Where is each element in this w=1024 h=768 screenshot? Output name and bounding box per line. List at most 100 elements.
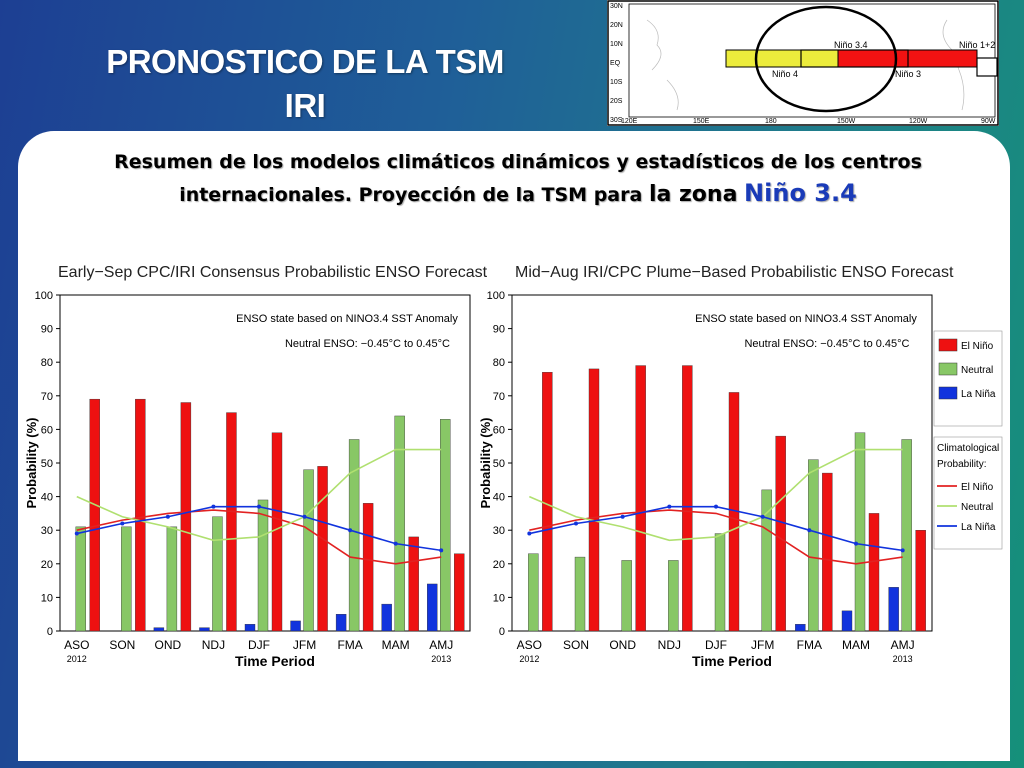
legend-clim-box: [933, 436, 1003, 550]
map-lat-label: 30S: [610, 117, 623, 124]
bar-la-nina: [335, 614, 347, 632]
chart-annotation-1: ENSO state based on NINO3.4 SST Anomaly: [695, 313, 917, 325]
bar-neutral: [121, 526, 132, 632]
y-tick-label: 100: [35, 290, 53, 302]
y-tick-label: 90: [493, 324, 505, 336]
x-end-year: 2013: [893, 654, 913, 664]
x-start-year: 2012: [519, 654, 539, 664]
nino34-highlight-circle: [754, 5, 898, 113]
bar-neutral: [714, 533, 726, 632]
climatology-point: [439, 548, 444, 553]
y-tick-label: 20: [41, 559, 53, 571]
y-tick-label: 70: [493, 391, 505, 403]
legend-swatch: [938, 386, 958, 400]
map-lon-label: 150W: [837, 118, 856, 125]
chart-annotation-2: Neutral ENSO: −0.45°C to 0.45°C: [285, 338, 450, 350]
x-tick-label: NDJ: [658, 638, 681, 652]
y-tick-label: 80: [41, 357, 53, 369]
x-end-year: 2013: [431, 654, 451, 664]
y-tick-label: 90: [41, 324, 53, 336]
x-tick-label: FMA: [337, 638, 362, 652]
climatology-point: [348, 528, 353, 533]
chart-1: Early−Sep CPC/IRI Consensus Probabilisti…: [24, 264, 488, 669]
y-tick-label: 10: [493, 592, 505, 604]
legend-clim-label: El Niño: [961, 482, 994, 493]
y-tick-label: 50: [41, 458, 53, 470]
map-lon-label: 120E: [621, 118, 638, 125]
x-tick-label: OND: [155, 638, 182, 652]
y-axis-label: Probability (%): [478, 417, 493, 508]
x-tick-label: AMJ: [891, 638, 915, 652]
subtitle-line1: Resumen de los modelos climáticos dinámi…: [114, 151, 922, 173]
y-tick-label: 70: [41, 391, 53, 403]
climatology-point: [302, 514, 307, 519]
bar-el-nino: [362, 503, 374, 632]
bar-el-nino: [226, 412, 237, 632]
bar-neutral: [166, 526, 178, 632]
map-lat-label: EQ: [610, 60, 621, 67]
bar-neutral: [808, 459, 819, 632]
legend-clim-label: La Niña: [961, 522, 996, 533]
bar-el-nino: [180, 402, 192, 632]
content-panel: Resumen de los modelos climáticos dinámi…: [18, 131, 1010, 761]
climatology-point: [393, 541, 398, 546]
climatology-point: [74, 531, 79, 536]
bar-neutral: [212, 516, 223, 632]
x-tick-label: NDJ: [202, 638, 225, 652]
y-tick-label: 40: [493, 492, 505, 504]
legend-swatch: [938, 362, 958, 376]
bar-el-nino: [822, 472, 833, 632]
y-tick-label: 60: [493, 424, 505, 436]
chart-title: Early−Sep CPC/IRI Consensus Probabilisti…: [58, 264, 488, 281]
climatology-point: [807, 528, 812, 533]
legend-label: Neutral: [961, 365, 993, 376]
legend-clim-title-1: Climatological: [937, 443, 999, 454]
slide-subtitle: Resumen de los modelos climáticos dinámi…: [68, 147, 968, 211]
bar-neutral: [621, 560, 632, 632]
bar-neutral: [854, 432, 866, 632]
climatology-line-el-nino: [529, 509, 903, 565]
bar-el-nino: [408, 536, 419, 632]
bar-el-nino: [135, 398, 146, 632]
map-lat-label: 30N: [610, 3, 623, 10]
climatology-point: [165, 514, 170, 519]
bar-el-nino: [588, 368, 600, 632]
bar-la-nina: [153, 627, 165, 632]
climatology-line-el-nino: [76, 509, 442, 565]
legend-clim-label: Neutral: [961, 502, 993, 513]
bar-la-nina: [381, 603, 392, 632]
y-tick-label: 0: [47, 626, 53, 638]
x-tick-label: SON: [109, 638, 135, 652]
bar-el-nino: [635, 365, 646, 632]
climatology-point: [900, 548, 905, 553]
subtitle-text: internacionales. Proyección de la TSM pa…: [179, 184, 643, 206]
bar-neutral: [761, 489, 772, 632]
slide-title-line1: PRONOSTICO DE LA TSM: [106, 43, 504, 80]
bar-neutral: [440, 419, 451, 632]
chart-2: Mid−Aug IRI/CPC Plume−Based Probabilisti…: [478, 264, 1003, 669]
subtitle-zone-word: la zona: [648, 182, 738, 207]
map-lon-label: 180: [765, 118, 777, 125]
nino-regions-map: 30N 20N 10N EQ 10S 20S 30S 120E 150E 180 150W 120W…: [607, 0, 999, 126]
enso-charts: Early−Sep CPC/IRI Consensus Probabilisti…: [24, 264, 1003, 669]
climatology-line-neutral: [529, 448, 903, 542]
chart-annotation-2: Neutral ENSO: −0.45°C to 0.45°C: [744, 338, 909, 350]
bar-neutral: [901, 439, 912, 632]
map-label-nino4: Niño 4: [772, 69, 798, 79]
map-lat-label: 10N: [610, 41, 623, 48]
bar-neutral: [348, 439, 360, 632]
bar-el-nino: [868, 513, 880, 632]
x-tick-label: ASO: [517, 638, 542, 652]
legend-clim-title-2: Probability:: [937, 459, 986, 470]
y-tick-label: 30: [41, 525, 53, 537]
climatology-line-neutral: [76, 448, 442, 542]
climatology-point: [574, 521, 578, 526]
bar-la-nina: [841, 610, 853, 632]
nino4-region: [725, 49, 839, 68]
map-label-nino12: Niño 1+2: [959, 40, 995, 50]
nino34-region: [800, 49, 909, 68]
y-tick-label: 20: [493, 559, 505, 571]
x-tick-label: JFM: [293, 638, 316, 652]
x-tick-label: ASO: [64, 638, 89, 652]
bar-neutral: [257, 499, 269, 632]
